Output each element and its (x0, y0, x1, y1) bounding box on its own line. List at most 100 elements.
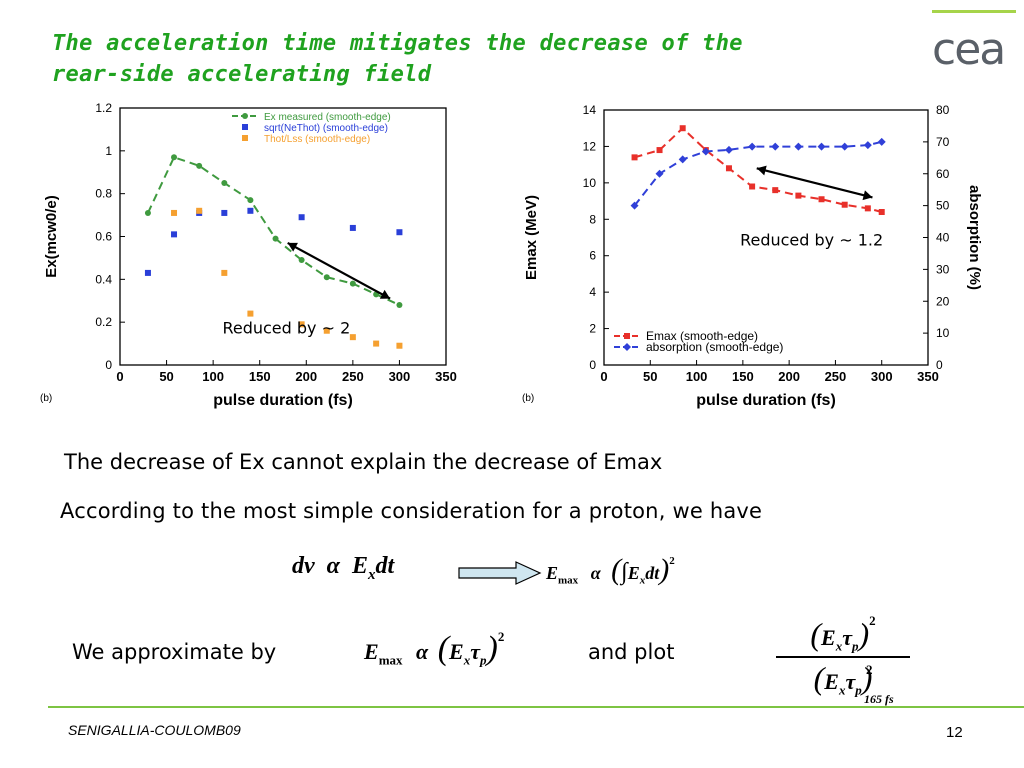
data-point (396, 342, 403, 349)
ex-vs-pulse-duration-chart: 0 50 100 150 200 250 300 350 0 0.2 0.4 0.6 0.8 1 1.2 pu… (40, 101, 457, 409)
data-point (272, 235, 279, 242)
data-point (144, 209, 151, 216)
slide-title: The acceleration time mitigates the decr… (52, 28, 812, 90)
page-number: 12 (946, 724, 963, 741)
y-tick-label: 4 (589, 285, 596, 299)
x-tick-label: 250 (825, 369, 847, 384)
x-tick-label: 0 (600, 369, 607, 384)
emax-vs-pulse-duration-chart: 0 50 100 150 200 250 300 3500246810121401020304… (522, 103, 983, 409)
equation-normalized-fraction: (Exτp)2 (Exτp) 2 165 fs (776, 612, 910, 706)
series-2 (630, 137, 886, 210)
data-point (748, 142, 757, 151)
legend: Emax (smooth-edge)absorption (smooth-edg… (614, 329, 783, 354)
data-point (221, 209, 228, 216)
series-1 (631, 125, 885, 215)
y-tick-label: 8 (589, 212, 596, 226)
series-1 (144, 154, 403, 309)
y-tick-label: 10 (583, 176, 597, 190)
x-tick-label: 300 (871, 369, 893, 384)
fraction-denominator: (Exτp) 2 165 fs (813, 659, 894, 706)
x-tick-label: 350 (917, 369, 939, 384)
equation-emax-approx: Emax α (Exτp)2 (364, 628, 505, 668)
x-tick-label: 150 (732, 369, 754, 384)
data-point (840, 142, 849, 151)
fraction-numerator: (Exτp)2 (810, 612, 876, 654)
data-point (724, 145, 733, 154)
data-point (795, 192, 802, 199)
footer-divider (48, 706, 1024, 708)
y2-tick-label: 20 (936, 294, 950, 308)
data-point (171, 209, 178, 216)
y2-tick-label: 40 (936, 231, 950, 245)
data-point (679, 125, 686, 132)
x-tick-label: 200 (778, 369, 800, 384)
plot-label: and plot (588, 640, 675, 664)
data-point (749, 183, 756, 190)
y-tick-label: 14 (583, 103, 597, 117)
data-point (863, 141, 872, 150)
statement-proton-consideration: According to the most simple considerati… (60, 499, 763, 523)
data-point (323, 274, 330, 281)
x-tick-label: 0 (116, 369, 123, 384)
data-point (196, 207, 203, 214)
legend-entry: Ex measured (smooth-edge) (264, 112, 391, 123)
data-point (878, 209, 885, 215)
panel-label: (b) (40, 393, 52, 404)
x-tick-label: 300 (389, 369, 411, 384)
data-point (794, 142, 803, 151)
slide-title-line-2: rear-side accelerating field (52, 62, 432, 87)
y-tick-label: 0.2 (95, 315, 112, 329)
y2-axis-label: absorption (%) (966, 185, 983, 290)
data-point (323, 327, 330, 334)
data-point (396, 229, 403, 236)
data-point (772, 187, 779, 194)
y-axis-label: Ex(mcw0/e) (43, 195, 60, 278)
y-tick-label: 6 (589, 249, 596, 263)
data-point (864, 205, 871, 212)
approximation-label: We approximate by (72, 640, 277, 664)
legend-entry: sqrt(NeThot) (smooth-edge) (264, 123, 388, 134)
statement-ex-decrease: The decrease of Ex cannot explain the de… (64, 450, 663, 474)
y-tick-label: 0.6 (95, 230, 112, 244)
reduction-arrow-head-end (862, 190, 873, 201)
cea-logo-text: cea (932, 26, 1004, 75)
reduction-annotation: Reduced by ~ 2 (222, 319, 350, 338)
reduction-arrow-head-end (379, 289, 391, 299)
data-point (373, 340, 380, 347)
panel-label: (b) (522, 393, 534, 404)
data-point (349, 334, 356, 341)
series-2 (144, 207, 403, 276)
legend-marker (242, 113, 248, 119)
reduction-arrow (287, 241, 391, 300)
data-point (655, 169, 664, 178)
data-point (631, 154, 638, 161)
slide-title-line-1: The acceleration time mitigates the decr… (52, 31, 743, 56)
y2-tick-label: 80 (936, 103, 950, 117)
legend-entry: absorption (smooth-edge) (646, 340, 783, 354)
data-point (701, 147, 710, 156)
y-tick-label: 0 (589, 358, 596, 372)
y-tick-label: 1.2 (95, 101, 112, 115)
data-point (396, 302, 403, 309)
data-point (196, 162, 203, 169)
data-point (298, 214, 305, 221)
reduction-arrow-head-start (756, 165, 767, 176)
data-point (298, 257, 305, 264)
equation-emax-integral: Emax α (∫Exdt)2 (546, 553, 675, 587)
y-tick-label: 1 (105, 144, 112, 158)
data-point (725, 165, 732, 172)
data-point (298, 321, 305, 328)
x-axis-label: pulse duration (fs) (213, 392, 353, 409)
series-3 (171, 207, 403, 349)
reduction-arrow-head-start (287, 242, 298, 252)
legend-entry: Thot/Lss (smooth-edge) (264, 134, 370, 145)
fraction-bar (776, 656, 910, 658)
data-point (247, 197, 254, 204)
data-point (144, 269, 151, 276)
y2-tick-label: 70 (936, 135, 950, 149)
data-point (349, 224, 356, 231)
footer-conference: SENIGALLIA-COULOMB09 (68, 722, 241, 738)
reduction-annotation: Reduced by ~ 1.2 (740, 230, 883, 249)
data-point (349, 280, 356, 287)
data-point (771, 142, 780, 151)
